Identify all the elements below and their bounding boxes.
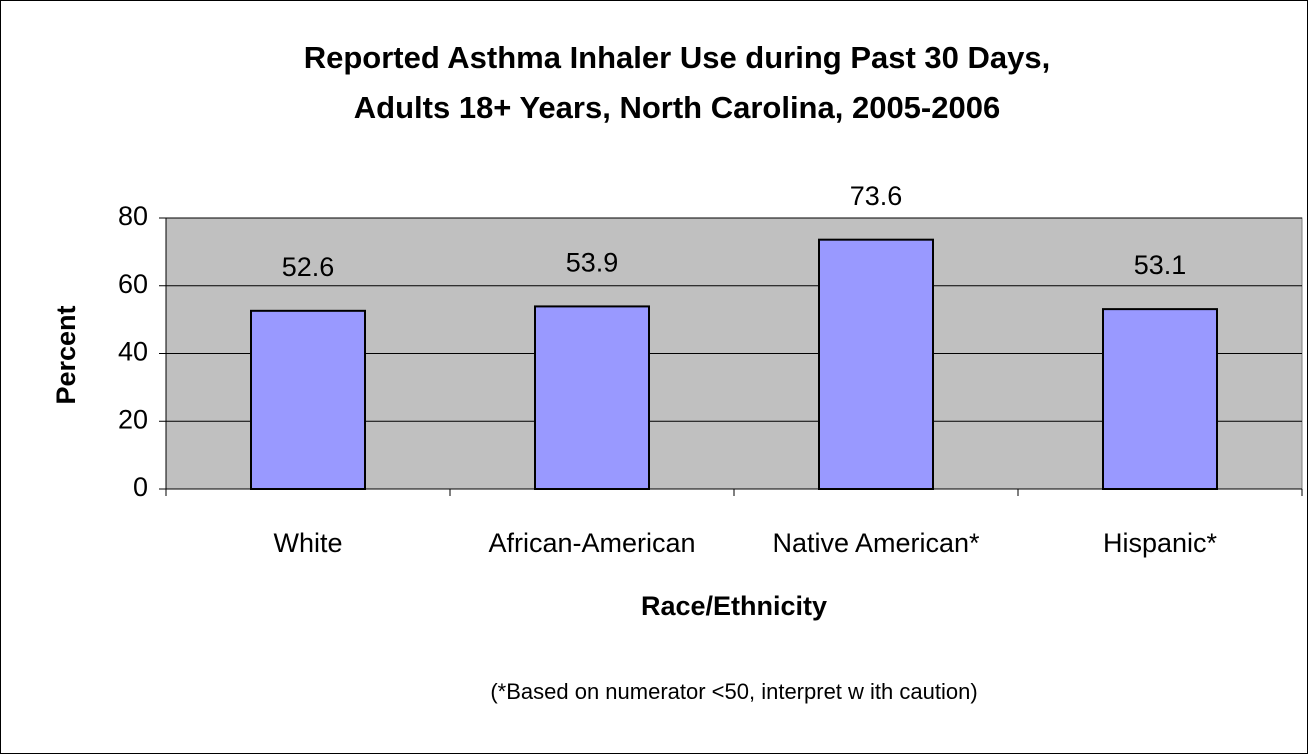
bar bbox=[250, 309, 366, 490]
bar bbox=[818, 238, 934, 490]
y-tick-label: 80 bbox=[118, 201, 148, 231]
x-axis-label: Race/Ethnicity bbox=[641, 591, 827, 621]
data-label: 73.6 bbox=[850, 181, 903, 211]
y-tick-label: 0 bbox=[133, 472, 148, 502]
x-tick-label: African-American bbox=[488, 528, 695, 558]
x-tick-label: Native American* bbox=[772, 528, 980, 558]
y-axis-label: Percent bbox=[51, 305, 81, 404]
chart-title: Adults 18+ Years, North Carolina, 2005-2… bbox=[354, 90, 1000, 125]
footnote: (*Based on numerator <50, interpret w it… bbox=[490, 679, 977, 704]
data-label: 53.9 bbox=[566, 248, 619, 278]
bar bbox=[1102, 308, 1218, 490]
bar bbox=[534, 305, 650, 490]
y-tick-label: 60 bbox=[118, 269, 148, 299]
chart-title: Reported Asthma Inhaler Use during Past … bbox=[304, 40, 1051, 75]
x-tick-label: Hispanic* bbox=[1103, 528, 1218, 558]
y-tick-label: 40 bbox=[118, 337, 148, 367]
data-label: 52.6 bbox=[282, 252, 335, 282]
x-tick-label: White bbox=[273, 528, 342, 558]
y-tick-label: 20 bbox=[118, 404, 148, 434]
data-label: 53.1 bbox=[1134, 250, 1187, 280]
